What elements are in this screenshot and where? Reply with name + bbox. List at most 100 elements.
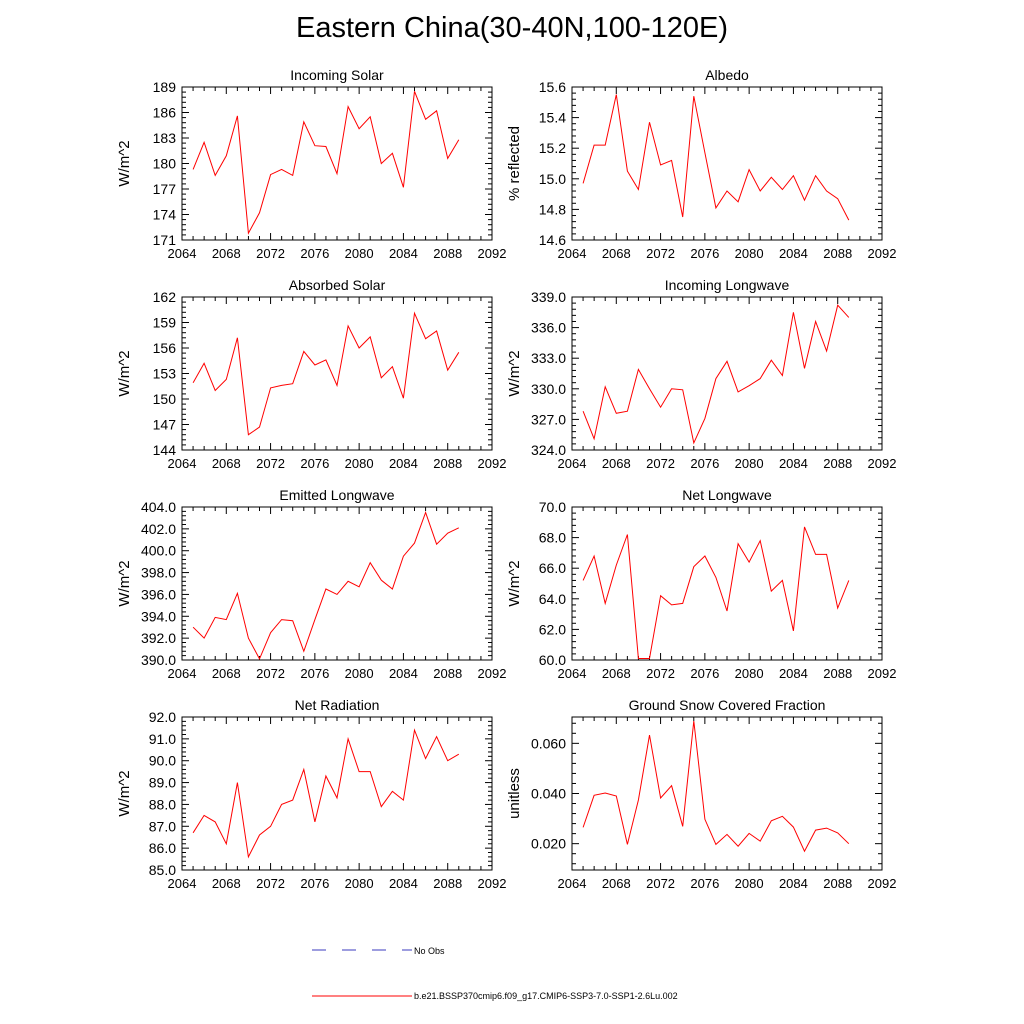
y-tick-label: 92.0 — [149, 709, 176, 725]
y-axis-label: % reflected — [506, 126, 523, 201]
y-tick-label: 70.0 — [539, 499, 566, 515]
x-tick-label: 2088 — [823, 456, 852, 471]
plot-frame — [571, 506, 883, 661]
figure-title: Eastern China(30-40N,100-120E) — [295, 12, 729, 44]
x-tick-label: 2064 — [168, 456, 197, 471]
y-tick-label: 324.0 — [531, 442, 566, 458]
y-tick-label: 327.0 — [531, 411, 566, 427]
x-tick-label: 2080 — [345, 666, 374, 681]
x-tick-label: 2088 — [823, 876, 852, 891]
x-tick-label: 2072 — [646, 876, 675, 891]
x-tick-label: 2084 — [779, 666, 808, 681]
y-tick-label: 162 — [153, 289, 177, 305]
y-tick-label: 404.0 — [141, 499, 176, 515]
y-tick-label: 390.0 — [141, 652, 176, 668]
x-tick-label: 2068 — [602, 876, 631, 891]
y-tick-label: 394.0 — [141, 608, 176, 624]
panel-8: Ground Snow Covered Fraction unitless 2064… — [506, 697, 896, 891]
y-axis-label: unitless — [506, 768, 523, 819]
x-tick-label: 2080 — [735, 246, 764, 261]
y-tick-label: 62.0 — [539, 621, 566, 637]
panel-3: Absorbed Solar W/m^2 2064 2068 2072 2076 2080 2… — [116, 277, 506, 471]
y-axis-label: W/m^2 — [116, 350, 133, 396]
y-axis-label: W/m^2 — [116, 140, 133, 186]
y-tick-label: 402.0 — [141, 521, 176, 537]
y-tick-label: 339.0 — [531, 289, 566, 305]
x-tick-label: 2092 — [868, 456, 897, 471]
x-tick-label: 2084 — [779, 876, 808, 891]
x-tick-label: 2080 — [735, 456, 764, 471]
plot-frame — [181, 86, 493, 241]
y-tick-label: 150 — [153, 391, 177, 407]
y-tick-label: 88.0 — [149, 796, 176, 812]
x-tick-label: 2084 — [389, 456, 418, 471]
y-tick-label: 177 — [153, 181, 177, 197]
x-tick-label: 2072 — [256, 876, 285, 891]
y-tick-label: 66.0 — [539, 560, 566, 576]
x-tick-label: 2084 — [389, 876, 418, 891]
series-line — [582, 720, 850, 853]
y-tick-label: 330.0 — [531, 381, 566, 397]
y-tick-label: 0.040 — [531, 786, 566, 802]
series-line — [582, 304, 850, 445]
x-tick-label: 2092 — [478, 666, 507, 681]
panel-title: Incoming Longwave — [665, 277, 790, 293]
y-tick-label: 86.0 — [149, 840, 176, 856]
y-tick-label: 14.8 — [539, 201, 566, 217]
y-tick-label: 156 — [153, 340, 177, 356]
y-tick-label: 14.6 — [539, 232, 566, 248]
plot-frame — [181, 296, 493, 451]
panel-6: Net Longwave W/m^2 2064 2068 2072 2076 2080 208… — [506, 487, 896, 681]
x-tick-label: 2072 — [646, 666, 675, 681]
series-line — [582, 526, 850, 659]
plot-frame — [181, 716, 493, 871]
x-tick-label: 2088 — [433, 876, 462, 891]
x-tick-label: 2064 — [558, 666, 587, 681]
y-axis-label: W/m^2 — [116, 560, 133, 606]
x-tick-label: 2080 — [735, 666, 764, 681]
y-tick-label: 400.0 — [141, 543, 176, 559]
y-tick-label: 15.2 — [539, 140, 566, 156]
x-tick-label: 2092 — [868, 246, 897, 261]
x-tick-label: 2092 — [478, 876, 507, 891]
y-tick-label: 87.0 — [149, 818, 176, 834]
x-tick-label: 2072 — [256, 456, 285, 471]
x-tick-label: 2080 — [345, 456, 374, 471]
x-tick-label: 2076 — [300, 876, 329, 891]
series-line — [192, 311, 460, 436]
x-tick-label: 2068 — [602, 456, 631, 471]
x-tick-label: 2072 — [256, 666, 285, 681]
series-line — [582, 94, 850, 221]
x-tick-label: 2088 — [823, 246, 852, 261]
y-axis-label: W/m^2 — [506, 560, 523, 606]
panel-7: Net Radiation W/m^2 2064 2068 2072 2076 2080 20… — [116, 697, 506, 891]
x-tick-label: 2064 — [558, 246, 587, 261]
plot-frame — [571, 716, 883, 871]
x-tick-label: 2076 — [300, 246, 329, 261]
y-tick-label: 15.6 — [539, 79, 566, 95]
y-tick-label: 183 — [153, 130, 177, 146]
y-tick-label: 180 — [153, 156, 177, 172]
x-tick-label: 2080 — [345, 876, 374, 891]
x-tick-label: 2064 — [168, 876, 197, 891]
y-axis-label: W/m^2 — [506, 350, 523, 396]
panel-title: Net Radiation — [295, 697, 380, 713]
x-tick-label: 2068 — [602, 666, 631, 681]
x-tick-label: 2072 — [646, 246, 675, 261]
x-tick-label: 2064 — [558, 456, 587, 471]
panel-2: Albedo % reflected 2064 2068 2072 2076 2080 208… — [506, 67, 896, 261]
panel-title: Albedo — [705, 67, 749, 83]
panel-title: Ground Snow Covered Fraction — [629, 697, 826, 713]
y-tick-label: 64.0 — [539, 591, 566, 607]
series-line — [192, 728, 460, 859]
x-tick-label: 2064 — [558, 876, 587, 891]
series-line — [192, 91, 460, 235]
x-tick-label: 2084 — [779, 456, 808, 471]
y-tick-label: 89.0 — [149, 775, 176, 791]
x-tick-label: 2088 — [433, 666, 462, 681]
y-tick-label: 0.060 — [531, 735, 566, 751]
panel-title: Absorbed Solar — [289, 277, 386, 293]
y-tick-label: 0.020 — [531, 836, 566, 852]
y-tick-label: 153 — [153, 366, 177, 382]
